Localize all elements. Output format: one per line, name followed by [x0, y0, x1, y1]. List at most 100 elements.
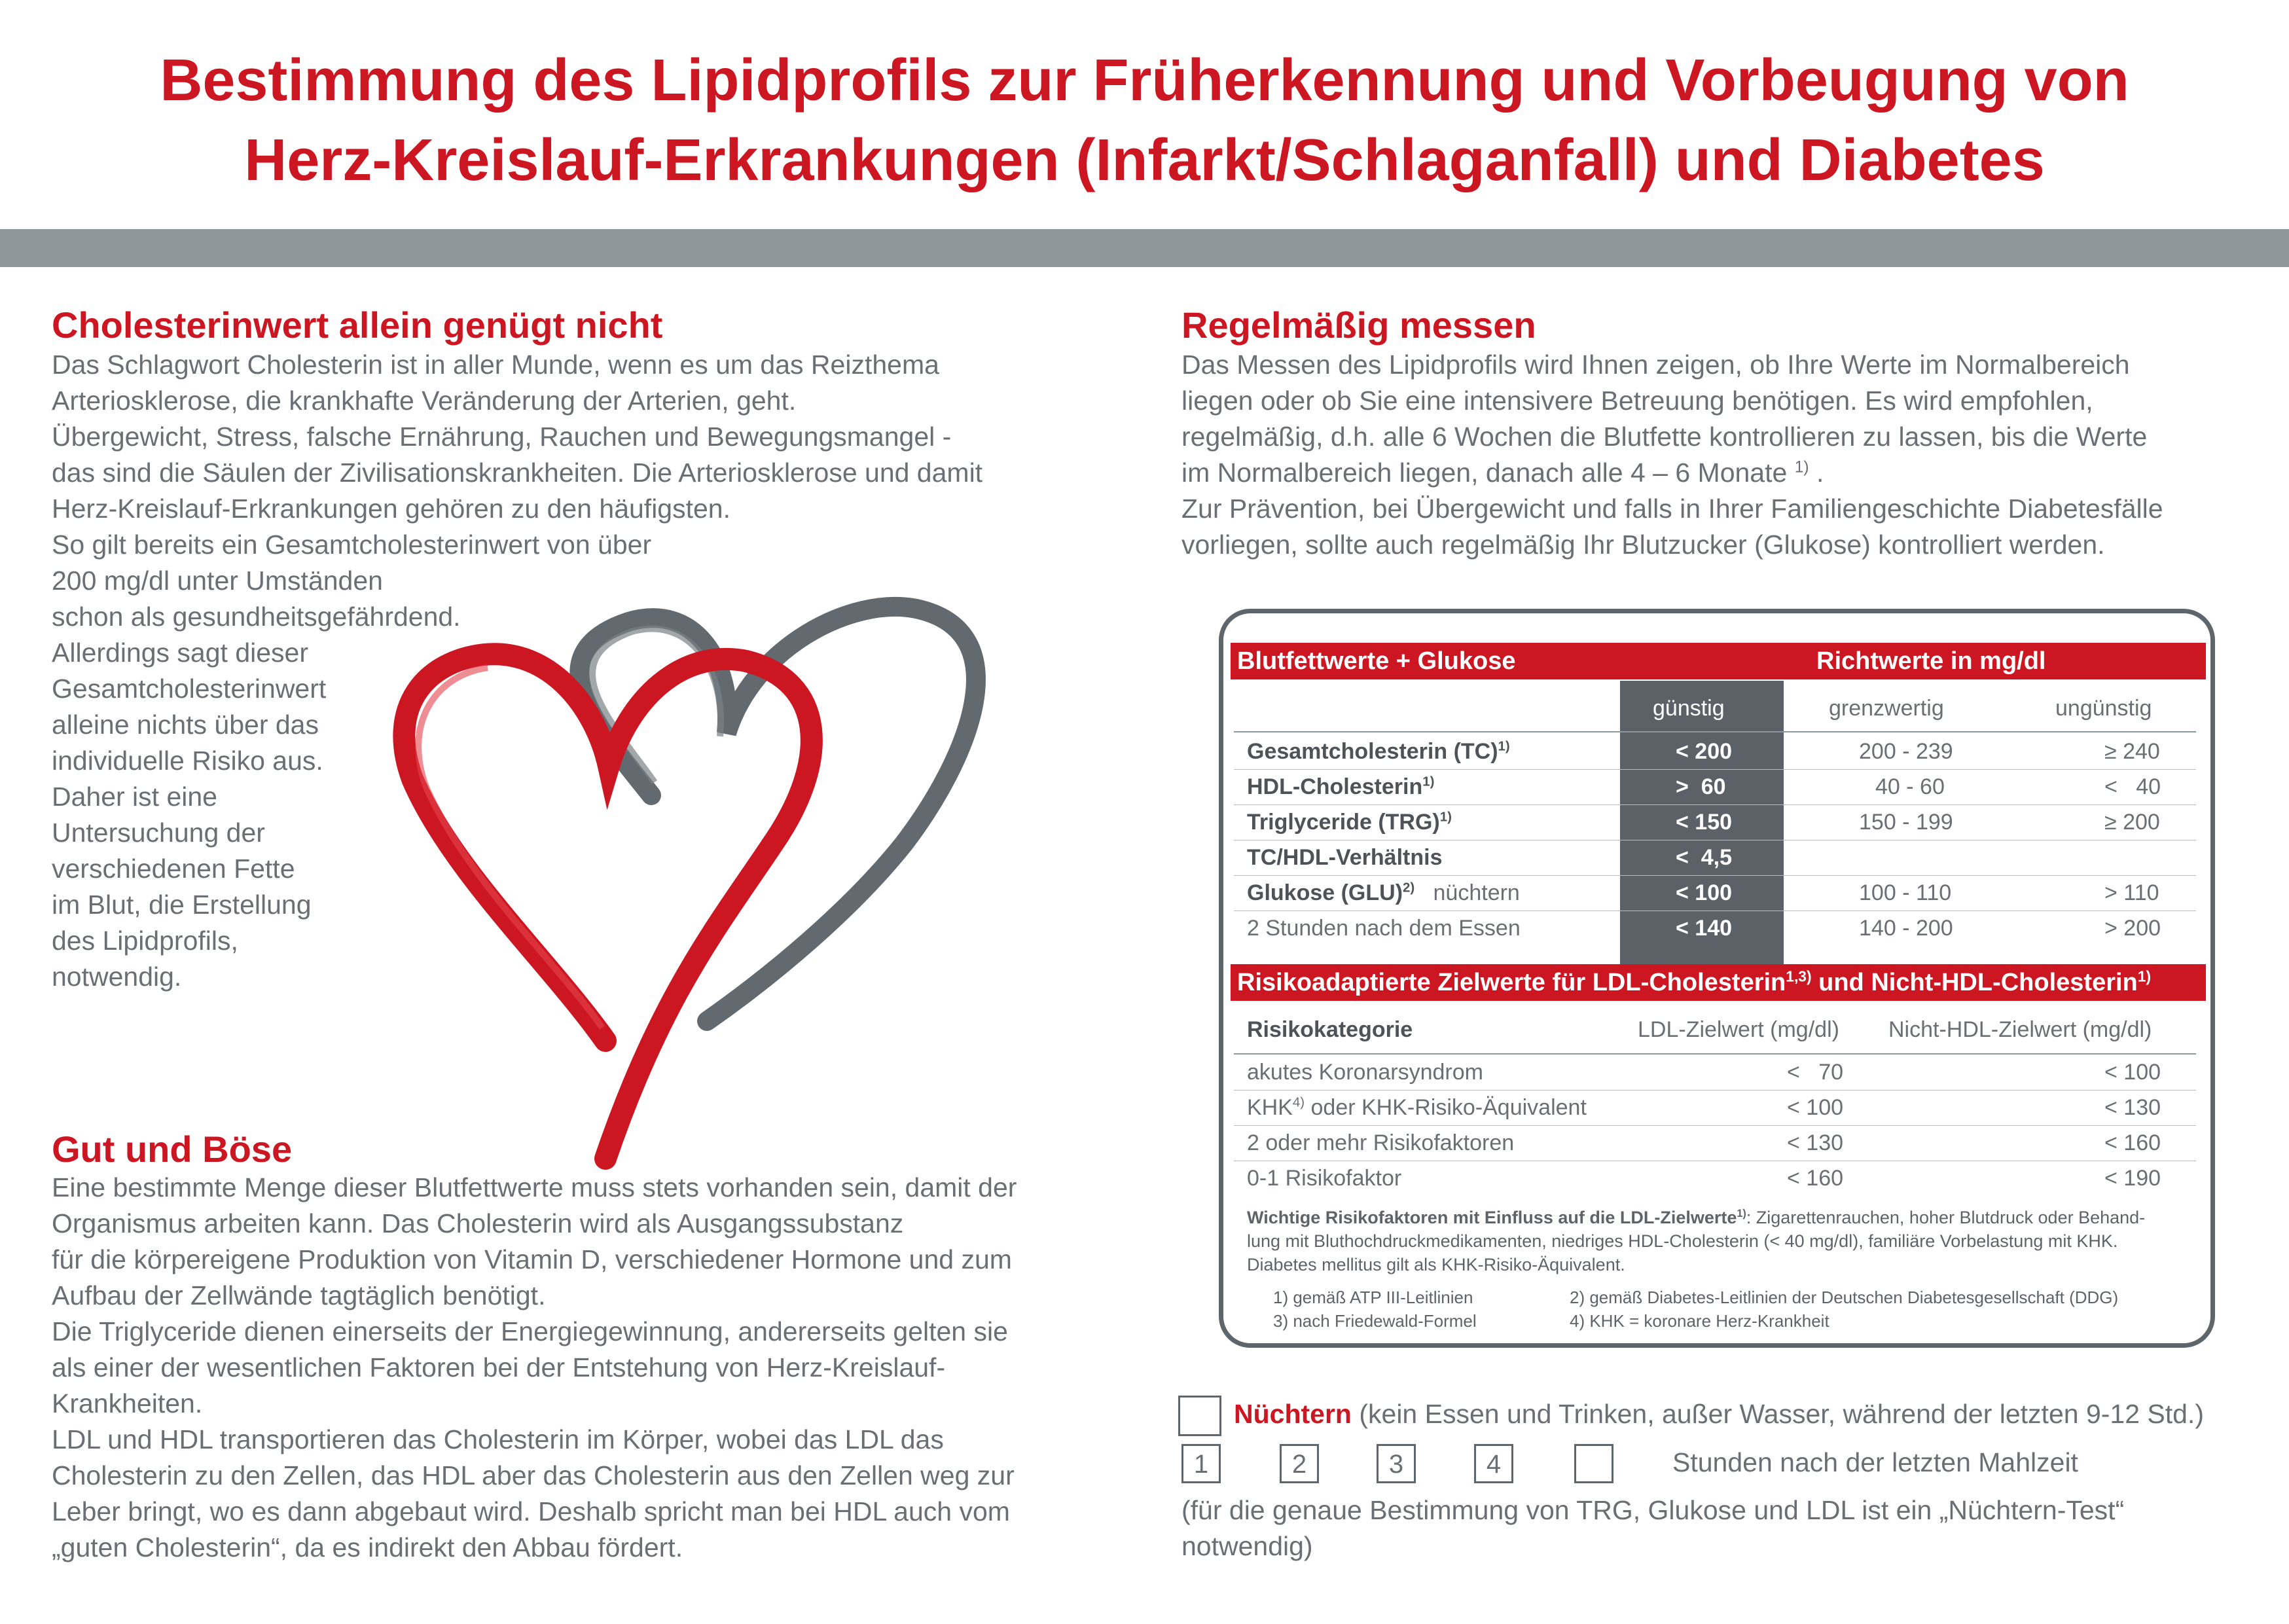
text-line: alleine nichts über das	[52, 710, 319, 740]
col-header-grenzwertig: grenzwertig	[1829, 696, 1944, 721]
text-line: Daher ist eine	[52, 782, 217, 812]
table2-header-part: und Nicht-HDL-Cholesterin	[1811, 969, 2138, 996]
footnote: 2) gemäß Diabetes-Leitlinien der Deutsch…	[1570, 1288, 2119, 1307]
value-ldl: < 100	[1787, 1095, 1844, 1120]
hours-box-blank[interactable]	[1574, 1444, 1613, 1483]
fasting-note: (für die genaue Bestimmung von TRG, Gluk…	[1181, 1492, 2124, 1564]
text-line: Aufbau der Zellwände tagtäglich benötigt…	[52, 1280, 546, 1310]
text-line: im Blut, die Erstellung	[52, 890, 312, 920]
red-heart-icon	[393, 643, 823, 1170]
col-header-nicht-hdl: Nicht-HDL-Zielwert (mg/dl)	[1888, 1017, 2152, 1042]
text-line: im Normalbereich liegen, danach alle 4 –…	[1181, 455, 2163, 491]
hours-text: Stunden nach der letzten Mahlzeit	[1672, 1447, 2078, 1477]
value-guenstig: < 140	[1676, 916, 1733, 941]
text-line: regelmäßig, d.h. alle 6 Wochen die Blutf…	[1181, 422, 2148, 452]
value-nicht-hdl: < 130	[2104, 1095, 2161, 1120]
title-line-2: Herz-Kreislauf-Erkrankungen (Infarkt/Sch…	[244, 128, 2045, 193]
text-line: Untersuchung der	[52, 818, 265, 848]
row-label-suffix: nüchtern	[1433, 880, 1520, 905]
text-line: Das Schlagwort Cholesterin ist in aller …	[52, 350, 939, 380]
value-nicht-hdl: < 160	[2104, 1130, 2161, 1155]
text-line: notwendig)	[1181, 1531, 1313, 1561]
col-header-ldl: LDL-Zielwert (mg/dl)	[1638, 1017, 1839, 1042]
section-text-cholesterin: Das Schlagwort Cholesterin ist in aller …	[52, 347, 982, 995]
text-span: im Normalbereich liegen, danach alle 4 –…	[1181, 458, 1788, 488]
value-unguenstig: > 110	[2104, 880, 2159, 905]
note-text: : Zigarettenrauchen, hoher Blutdruck ode…	[1746, 1208, 2146, 1227]
divider	[1234, 1090, 2196, 1091]
value-grenzwertig: 200 - 239	[1859, 739, 1953, 764]
section-heading-gut-und-boese: Gut und Böse	[52, 1128, 293, 1170]
text-line: Zur Prävention, bei Übergewicht und fall…	[1181, 494, 2163, 524]
divider	[1234, 804, 2196, 805]
value-ldl: < 70	[1787, 1060, 1844, 1085]
value-unguenstig: ≥ 200	[2104, 810, 2160, 835]
row-label: akutes Koronarsyndrom	[1247, 1060, 1483, 1085]
text-line: des Lipidprofils,	[52, 926, 238, 956]
guenstig-column-bg	[1620, 681, 1784, 1000]
note-line: lung mit Bluthochdruckmedikamenten, nied…	[1247, 1231, 2118, 1251]
hours-box-4[interactable]: 4	[1474, 1444, 1513, 1483]
value-guenstig: < 4,5	[1676, 845, 1733, 870]
row-label: KHK4) oder KHK-Risiko-Äquivalent	[1247, 1091, 1587, 1125]
text-line: Eine bestimmte Menge dieser Blutfettwert…	[52, 1172, 1017, 1202]
hours-box-1[interactable]: 1	[1181, 1444, 1221, 1483]
divider	[1234, 769, 2196, 770]
col-header-unguenstig: ungünstig	[2055, 696, 2152, 721]
row-label: Gesamtcholesterin (TC)1)	[1247, 734, 1510, 768]
nuechtern-label: Nüchtern (kein Essen und Trinken, außer …	[1234, 1397, 2204, 1431]
divider	[1234, 731, 2196, 732]
hours-box-3[interactable]: 3	[1377, 1444, 1416, 1483]
divider	[1234, 1053, 2196, 1055]
footnote-marker: 1)	[1794, 458, 1809, 477]
section-heading-cholesterin: Cholesterinwert allein genügt nicht	[52, 304, 663, 346]
footnote: 1) gemäß ATP III-Leitlinien	[1273, 1288, 1473, 1307]
hours-box-2[interactable]: 2	[1280, 1444, 1319, 1483]
row-label: 2 Stunden nach dem Essen	[1247, 916, 1521, 941]
row-label: 0-1 Risikofaktor	[1247, 1166, 1402, 1191]
table2-header: Risikoadaptierte Zielwerte für LDL-Chole…	[1231, 964, 2206, 1001]
value-unguenstig: < 40	[2104, 774, 2161, 799]
value-guenstig: < 100	[1676, 880, 1733, 905]
text-line: Herz-Kreislauf-Erkrankungen gehören zu d…	[52, 494, 730, 524]
text-line: notwendig.	[52, 962, 182, 992]
value-unguenstig: ≥ 240	[2104, 739, 2160, 764]
text-line: das sind die Säulen der Zivilisationskra…	[52, 458, 983, 488]
text-line: Allerdings sagt dieser	[52, 638, 308, 668]
text-line: individuelle Risiko aus.	[52, 746, 323, 776]
text-line: liegen oder ob Sie eine intensivere Betr…	[1181, 386, 2093, 416]
text-line: So gilt bereits ein Gesamtcholesterinwer…	[52, 530, 652, 560]
text-line: verschiedenen Fette	[52, 854, 295, 884]
text-line: Leber bringt, wo es dann abgebaut wird. …	[52, 1496, 1010, 1526]
note-line: Diabetes mellitus gilt als KHK-Risiko-Äq…	[1247, 1255, 1625, 1274]
text-line: schon als gesundheitsgefährdend.	[52, 602, 461, 632]
footnote-marker: 4)	[1292, 1095, 1305, 1110]
text-line: Die Triglyceride dienen einerseits der E…	[52, 1316, 1008, 1346]
checkbox-nuechtern[interactable]	[1178, 1396, 1221, 1436]
table2-header-text: Risikoadaptierte Zielwerte für LDL-Chole…	[1237, 964, 2151, 1001]
value-guenstig: < 200	[1676, 739, 1733, 764]
row-label: Glukose (GLU)2) nüchtern	[1247, 876, 1520, 910]
section-text-gut-und-boese: Eine bestimmte Menge dieser Blutfettwert…	[52, 1170, 1017, 1566]
text-line: Cholesterin zu den Zellen, das HDL aber …	[52, 1460, 1015, 1490]
page-title: Bestimmung des Lipidprofils zur Früherke…	[0, 41, 2289, 200]
table1-header-right: Richtwerte in mg/dl	[1816, 647, 2046, 675]
text-line: Organismus arbeiten kann. Das Cholesteri…	[52, 1208, 904, 1238]
table2-header-part: Risikoadaptierte Zielwerte für LDL-Chole…	[1237, 969, 1786, 996]
value-guenstig: < 150	[1676, 810, 1733, 835]
table1-header-left: Blutfettwerte + Glukose	[1237, 647, 1516, 675]
footnote-marker: 1)	[1422, 774, 1435, 789]
row-label-text: KHK	[1247, 1095, 1293, 1120]
value-grenzwertig: 100 - 110	[1859, 880, 1952, 905]
nuechtern-label-red: Nüchtern	[1234, 1399, 1352, 1429]
row-label-text: Gesamtcholesterin (TC)	[1247, 739, 1498, 764]
text-line: vorliegen, sollte auch regelmäßig Ihr Bl…	[1181, 530, 2105, 560]
text-line: als einer der wesentlichen Faktoren bei …	[52, 1352, 946, 1382]
text-line: 200 mg/dl unter Umständen	[52, 566, 383, 596]
footnote-marker: 1,3)	[1786, 967, 1812, 985]
value-ldl: < 130	[1787, 1130, 1844, 1155]
text-span: .	[1816, 458, 1824, 488]
section-text-regelmaessig: Das Messen des Lipidprofils wird Ihnen z…	[1181, 347, 2163, 563]
col-header-risikokategorie: Risikokategorie	[1247, 1017, 1413, 1042]
footnote-marker: 1)	[1737, 1208, 1746, 1219]
